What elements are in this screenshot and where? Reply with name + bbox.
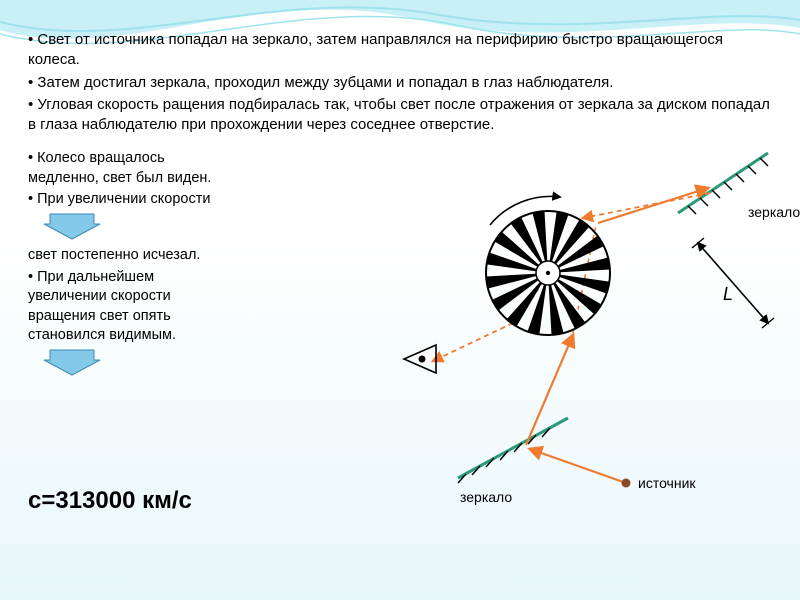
bullet-1: • Свет от источника попадал на зеркало, … bbox=[28, 30, 772, 71]
arrow-down-icon bbox=[42, 212, 102, 240]
left-column: • Колесо вращалось медленно, свет был ви… bbox=[28, 149, 228, 382]
formula-result: с=313000 км/с bbox=[28, 487, 192, 515]
bullet-3: • Угловая скорость ращения подбиралась т… bbox=[28, 95, 772, 136]
toothed-wheel bbox=[486, 211, 610, 335]
label-mirror-top: зеркало bbox=[748, 204, 800, 220]
left-bullet-3: свет постепенно исчезал. bbox=[28, 246, 228, 266]
fizeau-diagram bbox=[238, 143, 798, 509]
label-source: источник bbox=[638, 475, 696, 491]
left-bullet-4: • При дальнейшем увеличении скорости вра… bbox=[28, 268, 228, 346]
label-L: L bbox=[723, 284, 733, 305]
bullet-2: • Затем достигал зеркала, проходил между… bbox=[28, 73, 772, 93]
main-text: • Свет от источника попадал на зеркало, … bbox=[28, 30, 772, 135]
distance-L bbox=[692, 238, 774, 328]
label-mirror-bottom: зеркало bbox=[460, 489, 512, 505]
arrow-down-icon bbox=[42, 348, 102, 376]
light-rays bbox=[433, 188, 710, 483]
source-dot bbox=[622, 479, 631, 488]
eye-icon bbox=[404, 345, 436, 373]
mirror-bottom bbox=[458, 418, 568, 483]
left-bullet-1: • Колесо вращалось медленно, свет был ви… bbox=[28, 149, 228, 188]
left-bullet-2: • При увеличении скорости bbox=[28, 190, 228, 210]
